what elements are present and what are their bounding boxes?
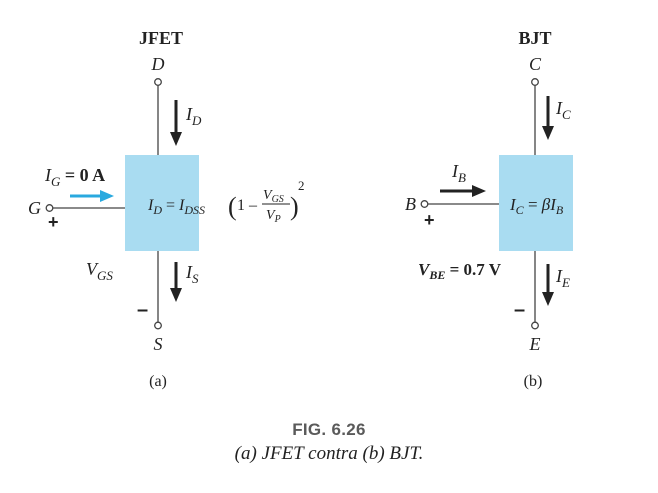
figure-number: FIG. 6.26 (292, 420, 366, 439)
jfet-drain-terminal (154, 78, 162, 86)
jfet-title: JFET (139, 28, 183, 48)
jfet-vs-bjt-diagram: JFET D ID G IG = 0 A + (28, 28, 573, 390)
jfet-drain-label: D (151, 54, 165, 74)
bjt-equation: IC = βIB (509, 195, 564, 217)
bjt-panel-label: (b) (524, 373, 543, 390)
jfet-gate-label: G (28, 198, 41, 218)
jfet-gate-current-label: IG = 0 A (44, 165, 105, 189)
jfet-source-label: S (154, 334, 163, 354)
bjt-vbe-label: VBE = 0.7 V (418, 260, 502, 282)
bjt-emitter-current-label: IE (555, 266, 570, 290)
bjt-base-label: B (405, 194, 416, 214)
jfet-minus-sign: – (137, 299, 148, 321)
bjt-base-arrowhead (472, 185, 486, 197)
bjt-base-terminal (420, 200, 429, 208)
svg-text:1 –: 1 – (237, 197, 258, 214)
bjt-plus-sign: + (424, 210, 435, 230)
bjt-box (499, 155, 573, 251)
bjt-emitter-arrowhead (542, 292, 554, 306)
jfet-source-current-label: IS (185, 262, 199, 286)
figure-caption-text: (a) JFET contra (b) BJT. (234, 443, 424, 464)
jfet-panel: JFET D ID G IG = 0 A + (28, 28, 305, 390)
bjt-emitter-terminal (531, 321, 539, 330)
jfet-source-arrowhead (170, 288, 182, 302)
bjt-collector-current-label: IC (555, 98, 571, 122)
bjt-panel: BJT C IC B IB + IC (405, 28, 573, 390)
svg-text:VP: VP (266, 208, 281, 225)
bjt-collector-arrowhead (542, 126, 554, 140)
jfet-drain-arrowhead (170, 132, 182, 146)
bjt-base-current-label: IB (451, 161, 466, 185)
jfet-source-terminal (154, 321, 162, 330)
svg-text:(: ( (228, 192, 237, 221)
bjt-emitter-label: E (529, 334, 541, 354)
svg-text:VGS: VGS (263, 188, 284, 205)
jfet-box (125, 155, 199, 251)
bjt-title: BJT (518, 28, 551, 48)
svg-text:2: 2 (298, 178, 305, 193)
jfet-vgs-label: VGS (86, 259, 113, 283)
bjt-minus-sign: – (514, 299, 525, 321)
jfet-equation: ID = IDSS ( 1 – VGS VP ) 2 (147, 178, 305, 225)
jfet-plus-sign: + (48, 212, 59, 232)
svg-text:ID = IDSS: ID = IDSS (147, 197, 205, 217)
jfet-drain-current-label: ID (185, 104, 202, 128)
jfet-panel-label: (a) (149, 373, 167, 390)
jfet-gate-arrowhead (100, 190, 114, 202)
bjt-collector-terminal (531, 78, 539, 86)
bjt-collector-label: C (529, 54, 542, 74)
jfet-gate-terminal (45, 204, 54, 212)
figure-caption: FIG. 6.26 (a) JFET contra (b) BJT. (0, 420, 658, 465)
svg-text:): ) (290, 192, 299, 221)
